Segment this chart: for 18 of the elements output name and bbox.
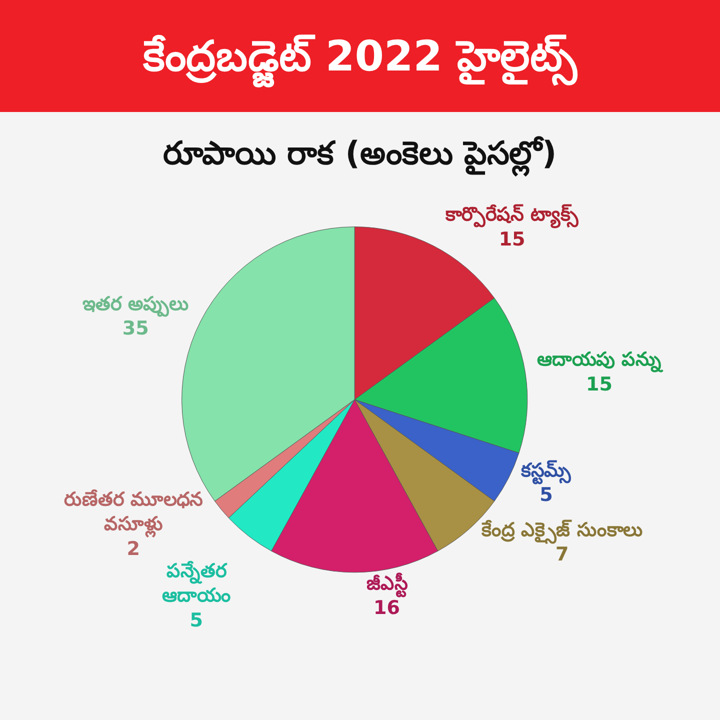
slice-label: కార్పొరేషన్ ట్యాక్స్ — [444, 204, 580, 229]
data-label: 5 — [540, 484, 553, 506]
slice-label: పన్నేతర ఆదాయం — [162, 560, 231, 607]
slice-label: జీఎస్టీ — [366, 572, 408, 598]
slice-label: కస్టమ్స్ — [520, 460, 572, 485]
slice-label: ఆదాయపు పన్ను — [536, 348, 664, 373]
data-label: 15 — [586, 373, 612, 396]
data-label: 5 — [190, 609, 203, 632]
slice-label: ఇతర అప్పులు — [82, 292, 189, 317]
slice-label: రుణేతర మూలధన వసూళ్లు — [64, 488, 204, 538]
chart-title: కేంద్రబడ్జెట్ 2022 హైలైట్స్ — [142, 32, 578, 88]
chart-subtitle: రూపాయి రాక (అంకెలు పైసల్లో) — [163, 134, 557, 177]
data-label: 7 — [556, 544, 569, 566]
slice-label: కేంద్ర ఎక్సైజ్ సుంకాలు — [480, 519, 643, 544]
data-label: 15 — [498, 228, 526, 250]
data-label: 35 — [122, 318, 149, 340]
data-label: 16 — [374, 597, 400, 620]
data-label: 2 — [126, 538, 140, 560]
